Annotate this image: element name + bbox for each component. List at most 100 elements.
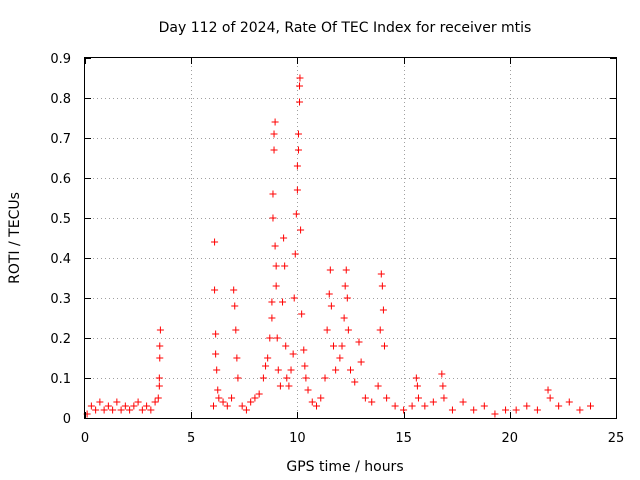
data-point: [302, 374, 310, 382]
data-point: [343, 294, 351, 302]
data-point: [587, 402, 595, 410]
data-point: [134, 398, 142, 406]
x-tick-label: 25: [608, 431, 625, 446]
data-point: [290, 294, 298, 302]
data-point: [308, 398, 316, 406]
data-point: [219, 398, 227, 406]
data-point: [117, 406, 125, 414]
data-point: [555, 402, 563, 410]
data-point: [429, 398, 437, 406]
data-point: [491, 410, 499, 418]
data-point: [512, 406, 520, 414]
data-point: [238, 402, 246, 410]
data-point: [408, 402, 416, 410]
data-point: [377, 270, 385, 278]
data-point: [296, 98, 304, 106]
data-point: [317, 394, 325, 402]
data-point: [440, 394, 448, 402]
data-point: [251, 394, 259, 402]
data-point: [223, 402, 231, 410]
data-point: [215, 394, 223, 402]
data-point: [338, 342, 346, 350]
data-point: [232, 326, 240, 334]
data-point: [368, 398, 376, 406]
data-point: [126, 406, 134, 414]
data-point: [357, 358, 365, 366]
data-point: [448, 406, 456, 414]
data-point: [285, 382, 293, 390]
data-point: [247, 398, 255, 406]
data-point: [113, 398, 121, 406]
data-point: [480, 402, 488, 410]
data-point: [544, 386, 552, 394]
data-point: [459, 398, 467, 406]
y-tick-label: 0.9: [50, 52, 71, 67]
y-tick-label: 0.7: [50, 132, 71, 147]
data-point: [344, 326, 352, 334]
data-point: [269, 190, 277, 198]
data-point: [438, 370, 446, 378]
data-point: [213, 366, 221, 374]
y-tick-label: 0: [63, 412, 71, 427]
data-point: [576, 406, 584, 414]
y-tick-label: 0.6: [50, 172, 71, 187]
data-point: [355, 338, 363, 346]
data-point: [231, 302, 239, 310]
data-point: [279, 298, 287, 306]
data-point: [271, 242, 279, 250]
data-point: [361, 394, 369, 402]
data-point: [293, 186, 301, 194]
data-point: [270, 130, 278, 138]
data-point: [273, 334, 281, 342]
data-point: [291, 250, 299, 258]
data-point: [211, 286, 219, 294]
data-point: [280, 234, 288, 242]
data-point: [400, 406, 408, 414]
axis-ticks: 0 5 10 15 20 25 0 0.1 0.2 0.3 0.4 0.5 0.6 0.7 0.8 0.9: [50, 52, 624, 446]
data-point: [151, 398, 159, 406]
data-point: [96, 398, 104, 406]
data-point: [155, 382, 163, 390]
data-point: [297, 226, 305, 234]
data-point: [325, 290, 333, 298]
data-point: [230, 286, 238, 294]
data-point: [523, 402, 531, 410]
data-point: [266, 334, 274, 342]
data-point: [336, 354, 344, 362]
data-point: [147, 406, 155, 414]
data-point: [347, 366, 354, 374]
data-point: [271, 118, 279, 126]
data-point: [274, 366, 282, 374]
data-point: [294, 146, 302, 154]
data-point: [87, 402, 95, 410]
data-points: [83, 74, 595, 418]
data-point: [211, 238, 219, 246]
data-point: [413, 382, 421, 390]
data-point: [298, 310, 306, 318]
data-point: [533, 406, 541, 414]
x-axis-label: GPS time / hours: [286, 459, 403, 475]
plot-frame: [84, 57, 617, 419]
data-point: [272, 262, 280, 270]
data-point: [296, 82, 304, 90]
data-point: [332, 366, 340, 374]
data-point: [292, 210, 300, 218]
data-point: [143, 402, 151, 410]
data-point: [289, 350, 297, 358]
data-point: [565, 398, 573, 406]
data-point: [342, 266, 350, 274]
data-point: [268, 314, 276, 322]
data-point: [212, 330, 220, 338]
data-point: [340, 314, 348, 322]
data-point: [383, 394, 391, 402]
data-point: [300, 346, 308, 354]
data-point: [212, 350, 220, 358]
data-point: [412, 374, 420, 382]
data-point: [269, 214, 277, 222]
data-point: [154, 394, 162, 402]
data-point: [341, 282, 349, 290]
data-point: [121, 402, 129, 410]
y-tick-label: 0.1: [50, 372, 71, 387]
data-point: [234, 374, 242, 382]
